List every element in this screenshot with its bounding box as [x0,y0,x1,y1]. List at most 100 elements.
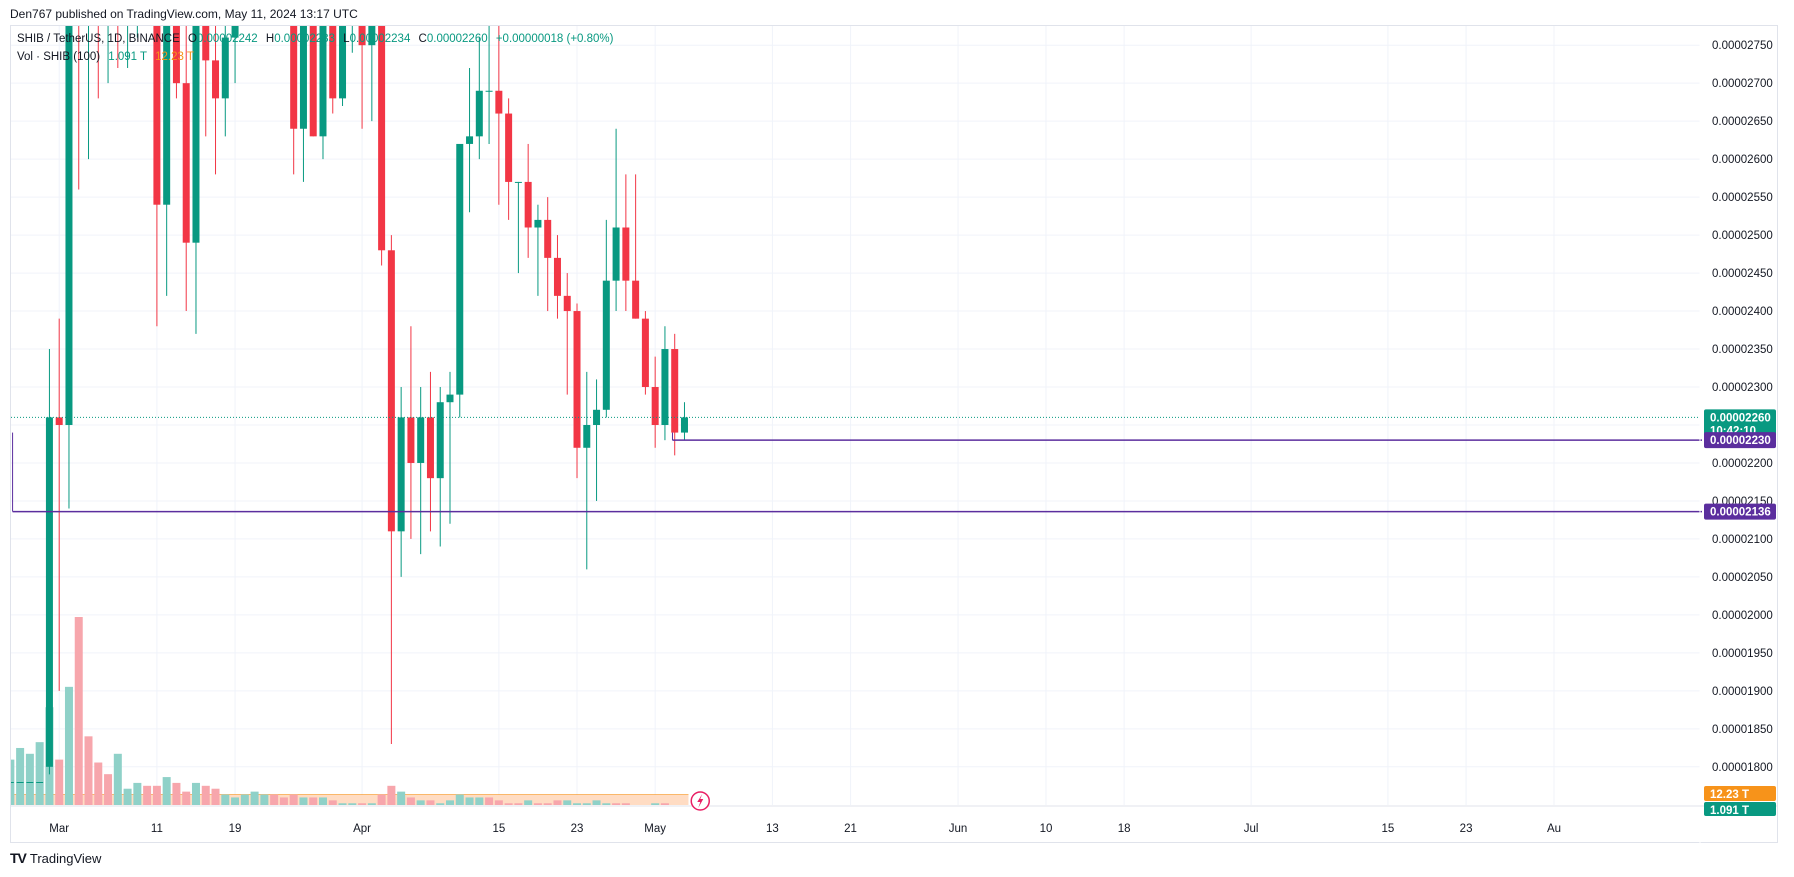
candle-body [339,26,347,99]
volume-bar [514,803,523,805]
candle-body [221,37,229,99]
x-tick-label: 18 [1118,823,1131,835]
y-tick-label: 0.00001900 [1712,686,1773,698]
x-tick-label: Jun [949,823,968,835]
candle-body [55,417,63,425]
x-tick-label: 15 [492,823,505,835]
y-tick-label: 0.00002350 [1712,344,1773,356]
volume-bar [680,809,688,812]
x-tick-label: 13 [766,823,779,835]
volume-bar [16,747,25,805]
candle-body [534,219,542,228]
volume-bar [485,797,494,805]
footer-brand[interactable]: TV TradingView [10,850,101,866]
volume-bar [55,759,64,805]
candle-body [85,0,92,7]
volume-bar [318,797,327,805]
x-tick-label: 15 [1382,823,1395,835]
candle-body [651,387,659,425]
volume-bar [494,800,503,805]
last-price-badge-text: 0.00002260 [1710,412,1771,424]
volume-bar [573,803,582,805]
candle-body [436,402,444,479]
volume-bar [309,797,318,805]
volume-bar [455,794,464,805]
y-tick-label: 0.00002200 [1712,458,1773,470]
candle-body [65,26,73,425]
volume-bar [660,803,669,805]
volume-bar [152,785,161,805]
y-tick-label: 0.00002750 [1712,40,1773,52]
volume-bar [250,791,259,805]
volume-bar [260,794,269,805]
x-tick-label: 19 [229,823,242,835]
candle-body [368,26,376,46]
published-caption: Den767 published on TradingView.com, May… [10,7,358,21]
volume-bar [563,800,572,805]
candle-body [231,26,239,38]
time-axis: Mar 11 19 Apr 15 23 May 13 21 Jun 10 18 Jul 15 23 Au [11,805,1778,835]
candle-body [495,90,503,114]
candle-body [309,26,317,137]
candle-body [75,0,82,7]
vol-label: Vol · SHIB (100) [17,51,101,63]
candle-body [163,26,171,205]
volume-bar [416,800,425,805]
legend-l-label: L [343,33,350,45]
y-tick-label: 0.00002650 [1712,116,1773,128]
volume-bar [358,803,367,805]
candle-body [397,417,405,532]
volume-bar [221,794,230,805]
candle-body [544,219,552,258]
x-tick-label: May [644,823,666,835]
candle-body [299,26,307,129]
legend-symbol: SHIB / TetherUS, 1D, BINANCE [17,33,180,45]
x-tick-label: 21 [844,823,857,835]
candle-body [583,424,591,448]
volume-bar [133,782,142,805]
volume-bar [465,797,474,805]
grid [11,26,1700,805]
candle-body [671,349,679,433]
line1-badge [1704,432,1776,449]
volume-bar [11,759,15,805]
candle-body [505,113,513,182]
x-tick-label: 23 [571,823,584,835]
volume-bar [632,806,640,812]
vol-ma-badge [1704,786,1776,801]
candle-body [563,295,571,312]
candle-body [36,782,44,783]
volume-bar [113,753,122,805]
volume-bar [35,742,44,805]
volume-bar [191,782,200,805]
y-tick-label: 0.00002400 [1712,306,1773,318]
volume-bar [143,785,152,805]
x-tick-label: Apr [353,823,371,835]
candle-body [407,417,415,463]
candle-body [153,26,161,205]
volume-bar [74,617,83,805]
volume-bar [367,803,376,805]
y-tick-label: 0.00001800 [1712,762,1773,774]
y-tick-label: 0.00002500 [1712,230,1773,242]
candle-body [290,26,298,129]
candle-body [202,26,210,61]
volume-bar [64,686,73,805]
candle-body [446,394,454,403]
legend-h-value: 0.00002283 [274,33,335,45]
volume-bar [162,777,171,805]
candle-body [417,417,425,463]
candle-body [553,257,561,296]
y-tick-label: 0.00002100 [1712,534,1773,546]
y-tick-label: 0.00001950 [1712,648,1773,660]
volume-bar [641,806,649,812]
candle-body [612,227,620,281]
volume-bar [270,794,279,805]
candle-body [622,227,630,281]
candle-body [426,417,434,479]
candle-body [182,83,190,243]
volume-bar [211,788,220,805]
candle-body [661,349,669,425]
x-tick-label: Au [1547,823,1561,835]
